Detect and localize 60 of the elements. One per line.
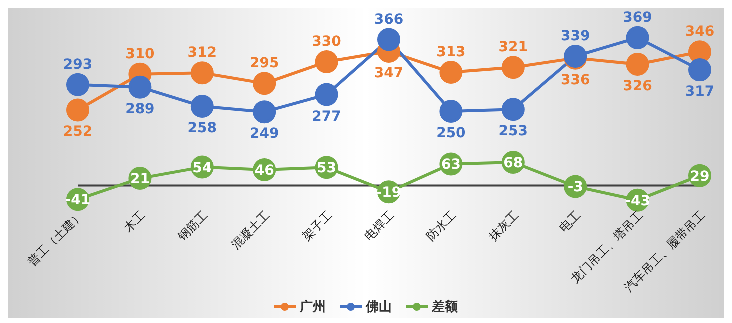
point xyxy=(190,62,214,85)
point xyxy=(128,76,152,99)
data-label: -3 xyxy=(568,180,584,196)
data-label: 330 xyxy=(312,34,342,50)
data-label: 336 xyxy=(560,72,590,88)
point xyxy=(66,98,90,122)
data-label: 293 xyxy=(63,56,93,73)
data-label: 277 xyxy=(312,108,342,125)
data-label: 46 xyxy=(254,163,274,180)
data-label: -19 xyxy=(376,185,402,202)
data-label: 289 xyxy=(126,101,155,118)
point xyxy=(253,72,276,96)
data-label: 29 xyxy=(690,168,710,185)
point xyxy=(626,52,650,76)
x-tick-label: 电工 xyxy=(556,208,584,236)
data-label: 68 xyxy=(504,156,524,172)
point xyxy=(440,61,463,84)
point xyxy=(688,58,712,82)
point xyxy=(315,83,338,106)
legend-label: 佛山 xyxy=(364,299,392,316)
legend-label: 差额 xyxy=(430,298,458,316)
data-label: 369 xyxy=(623,10,652,26)
point xyxy=(626,26,650,50)
data-label: 346 xyxy=(685,24,715,40)
data-label: 253 xyxy=(498,124,528,140)
point xyxy=(502,56,525,80)
data-label: 326 xyxy=(623,78,652,94)
data-label: 312 xyxy=(188,45,218,62)
x-tick-label: 防水工 xyxy=(424,208,460,244)
point xyxy=(502,98,525,122)
data-label: 313 xyxy=(436,44,466,61)
data-label: 339 xyxy=(560,28,590,44)
point xyxy=(253,100,276,124)
legend-label: 广州 xyxy=(299,298,326,316)
data-label: 321 xyxy=(498,40,528,56)
point xyxy=(315,50,338,74)
x-tick-label: 电焊工 xyxy=(362,208,398,244)
point xyxy=(378,28,400,52)
data-label: 53 xyxy=(317,160,337,177)
point xyxy=(440,100,463,123)
data-label: 63 xyxy=(441,157,461,174)
point xyxy=(66,73,90,96)
data-label: 250 xyxy=(436,125,466,142)
x-tick-label: 木工 xyxy=(121,208,148,236)
data-label: 295 xyxy=(250,56,280,72)
data-label: 317 xyxy=(685,84,715,100)
data-label: 252 xyxy=(63,124,93,140)
x-tick-label: 架子工 xyxy=(300,208,335,244)
x-tick-label: 抹灰工 xyxy=(486,208,522,244)
x-tick-label: 混凝土工 xyxy=(228,208,273,252)
x-tick-label: 钢筋工 xyxy=(174,208,211,244)
data-label: 249 xyxy=(250,126,280,142)
data-label: 347 xyxy=(374,66,404,82)
x-tick-label: 普工（土建） xyxy=(25,208,86,270)
data-label: 21 xyxy=(130,172,150,188)
data-label: 310 xyxy=(126,46,156,62)
data-label: 258 xyxy=(188,120,218,137)
data-label: 54 xyxy=(192,160,212,176)
data-label: 366 xyxy=(374,12,404,28)
point xyxy=(190,95,214,118)
